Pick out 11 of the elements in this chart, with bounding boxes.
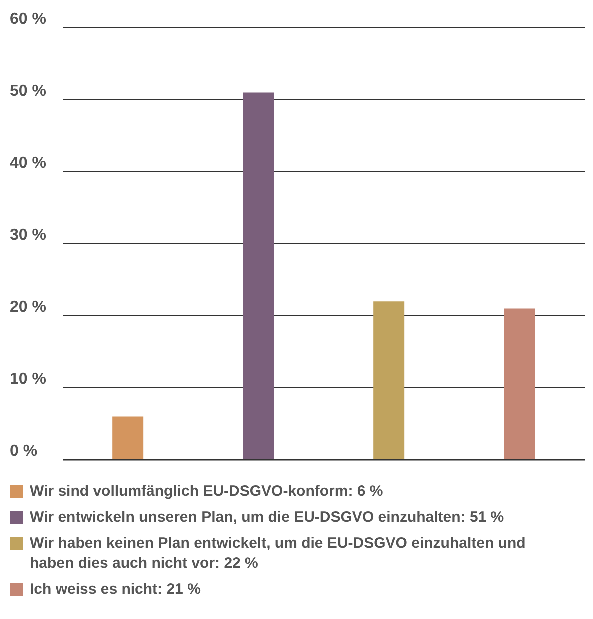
y-tick-label: 40 % — [10, 155, 46, 172]
legend-label: Ich weiss es nicht: 21 % — [30, 580, 201, 600]
y-tick-label: 0 % — [10, 443, 38, 460]
y-tick-label: 50 % — [10, 83, 46, 100]
y-tick-label: 10 % — [10, 371, 46, 388]
y-tick-label: 30 % — [10, 227, 46, 244]
y-tick-label: 60 % — [10, 11, 46, 28]
legend-label: Wir entwickeln unseren Plan, um die EU-DSGVO einzuhalten: 51 % — [30, 508, 504, 528]
y-tick-label: 20 % — [10, 299, 46, 316]
legend-label: Wir haben keinen Plan entwickelt, um die EU-DSGVO einzuhalten und haben dies auch nicht vor: 22 % — [30, 534, 527, 574]
legend-label: Wir sind vollumfänglich EU-DSGVO-konform: 6 % — [30, 482, 384, 502]
